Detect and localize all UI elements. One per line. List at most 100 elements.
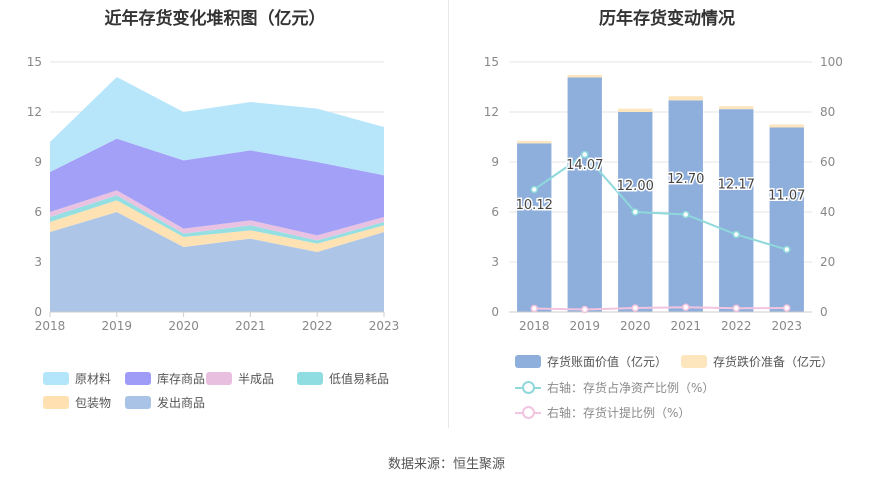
bar-book-value: [567, 77, 602, 312]
legend-swatch: [43, 396, 69, 409]
area-shipped: [50, 212, 384, 312]
y-left-tick-label: 3: [491, 255, 499, 269]
bar-impairment: [567, 75, 602, 78]
legend-item[interactable]: 右轴：存货计提比例（%）: [515, 404, 690, 421]
area-raw: [50, 77, 384, 176]
legend-item[interactable]: 存货账面价值（亿元）: [515, 353, 667, 370]
x-tick-label: 2019: [102, 319, 133, 333]
y-tick-label: 0: [34, 305, 42, 319]
x-tick-label: 2021: [670, 319, 701, 333]
line-ratio-point: [782, 245, 791, 254]
legend-item[interactable]: 发出商品: [125, 394, 205, 411]
x-tick-label: 2022: [302, 319, 333, 333]
bar-value-label: 11.07: [768, 188, 805, 203]
legend-item[interactable]: 半成品: [206, 370, 274, 387]
legend-item[interactable]: 原材料: [43, 370, 111, 387]
line-provision-point: [580, 305, 589, 314]
y-left-tick-label: 6: [491, 205, 499, 219]
right-legend: 存货账面价值（亿元） 存货跌价准备（亿元） 右轴：存货占净资产比例（%） 右轴：存货计…: [448, 345, 893, 425]
bar-value-label: 12.00: [617, 179, 654, 194]
legend-swatch: [125, 396, 151, 409]
legend-label: 低值易耗品: [329, 372, 390, 386]
legend-item[interactable]: 低值易耗品: [297, 370, 389, 387]
legend-swatch: [681, 355, 707, 368]
x-tick-label: 2018: [35, 319, 66, 333]
area-packaging: [50, 200, 384, 252]
line-provision-point: [732, 304, 741, 313]
legend-swatch: [43, 372, 69, 385]
stacked-area-chart: 0 3 6 9 12 15 2018 2019 2020 2021 2022 2023: [27, 55, 400, 333]
bar-impairment: [719, 106, 754, 110]
line-ratio-point: [530, 185, 539, 194]
right-chart-title: 历年存货变动情况: [599, 9, 735, 29]
bar-impairment: [668, 96, 703, 101]
legend-swatch: [206, 372, 232, 385]
x-tick-label: 2020: [168, 319, 199, 333]
line-ratio-point: [681, 210, 690, 219]
legend-swatch: [125, 372, 151, 385]
y-tick-label: 15: [27, 55, 42, 69]
legend-label: 库存商品: [157, 372, 206, 386]
legend-line-marker: [515, 406, 541, 419]
line-provision-point: [631, 304, 640, 312]
legend-label: 包装物: [75, 396, 112, 410]
legend-item[interactable]: 右轴：存货占净资产比例（%）: [515, 379, 714, 396]
y-tick-label: 6: [34, 205, 42, 219]
y-right-tick-label: 40: [820, 205, 835, 219]
line-provision: [534, 306, 787, 311]
y-left-tick-label: 0: [491, 305, 499, 319]
x-tick-label: 2023: [369, 319, 400, 333]
y-left-tick-label: 15: [484, 55, 499, 69]
legend-line-marker: [515, 381, 541, 394]
bar-value-label: 12.17: [718, 177, 755, 192]
area-lowvalue: [50, 195, 384, 244]
y-tick-label: 3: [34, 255, 42, 269]
line-ratio: [533, 153, 788, 251]
x-tick-label: 2023: [771, 319, 802, 333]
y-right-tick-label: 0: [820, 305, 828, 319]
bar-line-chart: 0 3 6 9 12 15 0 20 40 60 80 100 2018 2019 2020 2021 2022…: [484, 55, 843, 333]
y-right-tick-label: 80: [820, 105, 835, 119]
legend-label: 存货账面价值（亿元）: [547, 355, 668, 369]
y-tick-label: 12: [27, 105, 42, 119]
legend-label: 发出商品: [157, 396, 206, 410]
area-semi: [50, 190, 384, 241]
legend-item[interactable]: 存货跌价准备（亿元）: [681, 353, 833, 370]
legend-label: 右轴：存货计提比例（%）: [547, 406, 691, 420]
left-legend: 原材料 库存商品 半成品 低值易耗品包装物 发出商品: [0, 370, 448, 420]
left-chart-title: 近年存货变化堆积图（亿元）: [104, 9, 326, 29]
x-tick-label: 2022: [721, 319, 752, 333]
bar-value-label: 14.07: [566, 158, 603, 173]
x-tick-label: 2020: [620, 319, 651, 333]
y-right-tick-label: 60: [820, 155, 835, 169]
legend-label: 存货跌价准备（亿元）: [713, 355, 834, 369]
y-left-tick-label: 9: [491, 155, 499, 169]
x-tick-label: 2018: [519, 319, 550, 333]
bar-book-value: [668, 100, 703, 312]
chart-divider: [448, 0, 449, 428]
area-stock: [50, 138, 384, 236]
bar-impairment: [517, 140, 552, 144]
bar-book-value: [769, 127, 804, 312]
legend-label: 原材料: [75, 372, 112, 386]
line-ratio-point: [580, 150, 589, 159]
bar-value-label: 10.12: [516, 198, 553, 213]
bar-book-value: [517, 143, 552, 312]
bar-impairment: [618, 108, 653, 112]
line-ratio-point: [732, 230, 741, 239]
y-right-tick-label: 20: [820, 255, 835, 269]
bar-book-value: [719, 109, 754, 313]
data-source-note: 数据来源：恒生聚源: [387, 457, 505, 472]
y-tick-label: 9: [34, 155, 42, 169]
bar-impairment: [769, 124, 804, 128]
legend-item[interactable]: 库存商品: [125, 370, 205, 387]
legend-swatch: [515, 355, 541, 368]
legend-swatch: [297, 372, 323, 385]
legend-label: 右轴：存货占净资产比例（%）: [547, 381, 715, 395]
y-left-tick-label: 12: [484, 105, 499, 119]
line-provision-point: [782, 304, 791, 312]
y-right-tick-label: 100: [820, 55, 843, 69]
legend-item[interactable]: 包装物: [43, 394, 111, 411]
bar-value-label: 12.70: [667, 172, 704, 187]
x-tick-label: 2021: [235, 319, 266, 333]
